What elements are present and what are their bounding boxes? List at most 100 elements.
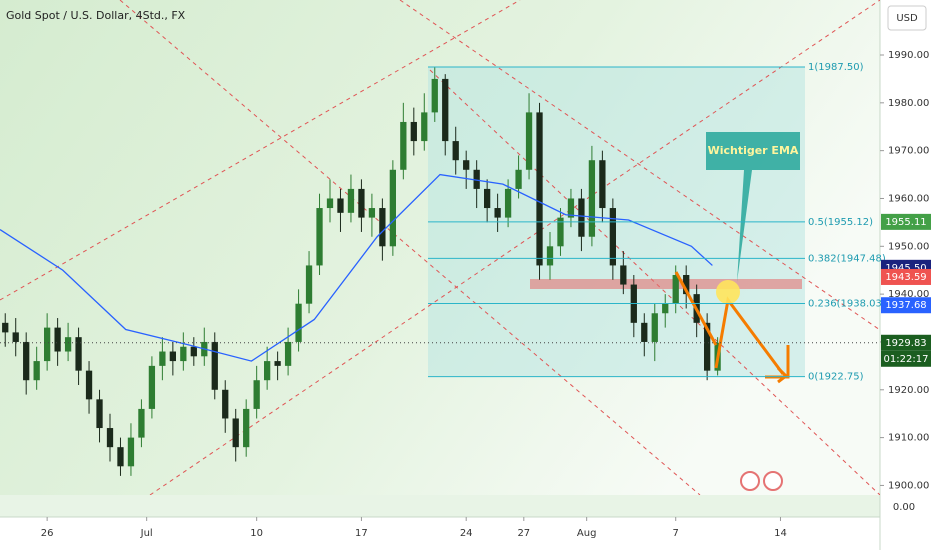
ema-highlight	[716, 280, 740, 304]
candle-body	[316, 208, 323, 266]
candle-body	[431, 78, 438, 113]
x-tick-label: 26	[41, 528, 54, 539]
fib-label: 0.236(1938.03)	[808, 299, 886, 310]
chart-title: Gold Spot / U.S. Dollar, 4Std., FX	[6, 9, 186, 22]
candle-body	[494, 208, 501, 218]
candle-body	[368, 208, 376, 218]
y-tick-label: 1950.00	[888, 241, 929, 252]
candle-body	[337, 198, 344, 213]
ema-line	[0, 173, 713, 362]
candle-body	[504, 188, 512, 218]
candle-body	[274, 361, 281, 366]
candle-body	[117, 447, 124, 467]
countdown-badge	[881, 350, 931, 367]
candle-body	[473, 169, 480, 189]
y-tick-label: 1970.00	[888, 146, 929, 157]
candle-body	[190, 346, 197, 357]
candle-body	[44, 327, 51, 362]
event-icon	[740, 471, 760, 491]
x-tick-label: 17	[355, 528, 368, 539]
candle-body	[347, 188, 355, 213]
candle-body	[211, 341, 218, 390]
candle-body	[64, 337, 72, 352]
candle-body	[599, 160, 606, 209]
trend-lines	[0, 0, 880, 495]
candle-body	[641, 322, 648, 342]
candle-body	[33, 361, 40, 381]
candle-body	[180, 346, 187, 362]
price-badge-label: 1929.83	[885, 338, 926, 349]
countdown: 01:22:17	[884, 354, 929, 365]
candle-body	[442, 78, 449, 142]
candle-body	[672, 275, 679, 304]
candle-body	[326, 198, 334, 209]
price-badge-label: 1955.11	[885, 217, 926, 228]
y-tick-label: 1910.00	[888, 433, 929, 444]
candle-body	[463, 160, 470, 170]
fib-label: 0.5(1955.12)	[808, 217, 873, 228]
candle-body	[169, 351, 176, 362]
candle-body	[138, 408, 145, 438]
candle-body	[484, 188, 491, 209]
candle-body	[148, 365, 156, 409]
y-tick-label: 1980.00	[888, 98, 929, 109]
candle-body	[410, 121, 417, 142]
y-tick-label: 1920.00	[888, 385, 929, 396]
candle-body	[2, 322, 9, 333]
y-tick-label: 1990.00	[888, 50, 929, 61]
candle-body	[651, 313, 658, 342]
annotation-bubble	[706, 132, 800, 282]
fib-label: 0.382(1947.48)	[808, 253, 886, 264]
candle-body	[683, 275, 690, 295]
price-badge-label: 1945.50	[885, 263, 926, 274]
candle-body	[75, 337, 82, 371]
x-tick-label: 10	[250, 528, 263, 539]
currency-box	[887, 5, 927, 31]
series-layer	[0, 66, 721, 476]
resistance-zone	[530, 279, 802, 289]
candle-body	[54, 327, 61, 352]
candle-body	[295, 303, 302, 342]
x-tick-label: 7	[673, 528, 679, 539]
candle-body	[578, 198, 585, 237]
candle-body	[222, 389, 229, 419]
candle-body	[662, 303, 669, 314]
x-tick-label: 24	[460, 528, 473, 539]
candle-body	[243, 408, 250, 448]
price-badge-label: 1937.68	[885, 300, 926, 311]
lower-pane-label: 0.00	[893, 502, 915, 513]
fib-label: 1(1987.50)	[808, 62, 864, 73]
annotation: Wichtiger EMA	[708, 144, 799, 157]
candle-body	[536, 112, 543, 266]
price-badge	[881, 213, 931, 230]
candle-body	[546, 246, 554, 266]
candle-body	[620, 265, 627, 285]
y-tick-label: 1960.00	[888, 193, 929, 204]
fib-label: 0(1922.75)	[808, 372, 864, 383]
candle-body	[85, 370, 93, 400]
candle-body	[588, 160, 596, 237]
candle-body	[12, 332, 19, 342]
event-icon	[763, 471, 783, 491]
x-tick-label: 27	[517, 528, 530, 539]
candle-body	[305, 265, 313, 304]
candle-body	[232, 418, 239, 448]
candle-body	[159, 351, 166, 366]
lower-pane	[0, 495, 880, 517]
candle-body	[253, 380, 260, 409]
candle-body	[400, 121, 407, 170]
price-badge	[881, 334, 931, 351]
candle-body	[106, 428, 114, 448]
candle-body	[452, 141, 459, 161]
price-badge	[881, 297, 931, 314]
candle-body	[557, 217, 564, 247]
x-tick-label: 14	[774, 528, 787, 539]
candle-body	[567, 198, 575, 218]
price-badge-label: 1943.59	[885, 272, 926, 283]
candle-body	[421, 112, 428, 142]
x-tick-label: Jul	[140, 528, 153, 539]
candle-body	[704, 322, 711, 371]
x-tick-label: Aug	[577, 528, 597, 539]
candle-body	[358, 188, 365, 218]
